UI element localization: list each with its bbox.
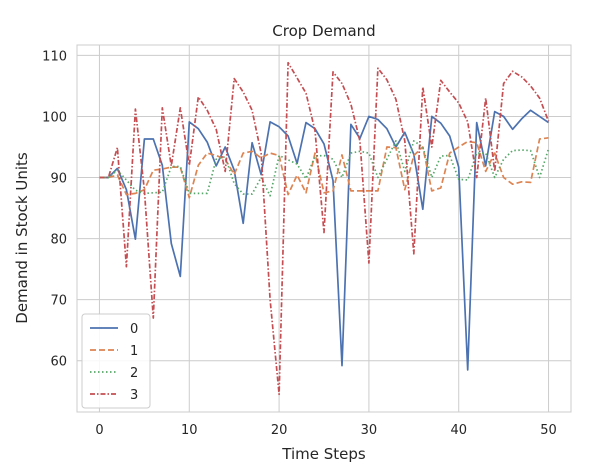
y-tick-label: 80: [50, 233, 67, 248]
series-line-0: [99, 109, 549, 371]
y-tick-label: 110: [42, 49, 67, 64]
x-tick-label: 0: [95, 423, 103, 438]
x-axis-label: Time Steps: [281, 445, 366, 463]
legend: 0 1 2 3: [81, 313, 151, 409]
legend-label-1: 1: [130, 344, 138, 359]
series-line-3: [99, 61, 550, 396]
legend-box: [81, 313, 151, 409]
legend-label-3: 3: [130, 388, 138, 403]
legend-label-0: 0: [130, 322, 138, 337]
y-tick-label: 90: [50, 172, 67, 187]
x-tick-label: 10: [181, 423, 198, 438]
y-tick-label: 100: [42, 110, 67, 125]
x-tick-label: 20: [271, 423, 288, 438]
y-tick-label: 60: [50, 355, 67, 370]
x-tick-label: 50: [540, 423, 557, 438]
legend-label-2: 2: [130, 366, 138, 381]
grid: [77, 45, 571, 412]
chart-title: Crop Demand: [272, 22, 375, 40]
y-tick-label: 70: [50, 294, 67, 309]
plot-frame: [76, 44, 572, 413]
x-tick-label: 30: [361, 423, 378, 438]
y-axis-label: Demand in Stock Units: [13, 152, 31, 324]
series-group: [99, 61, 550, 396]
x-tick-label: 40: [450, 423, 467, 438]
